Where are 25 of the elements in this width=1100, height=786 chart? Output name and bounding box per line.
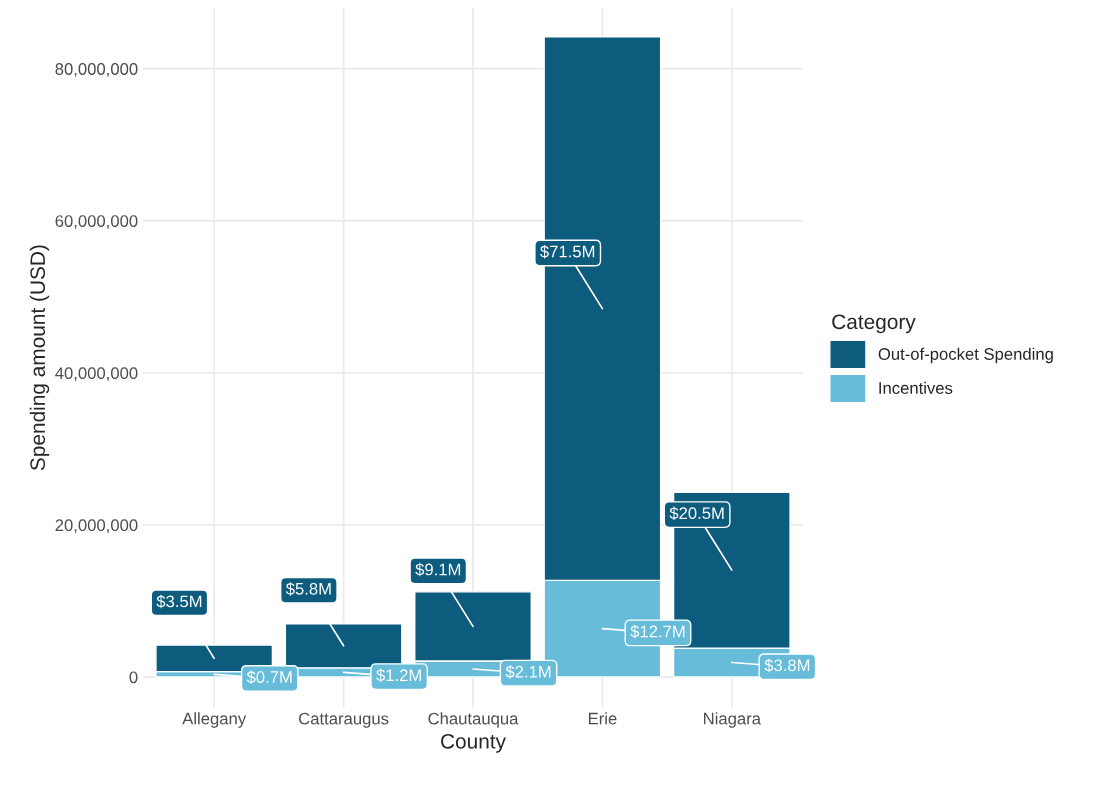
x-tick-label: Chautauqua xyxy=(428,712,519,728)
data-label: $20.5M xyxy=(669,506,724,521)
y-tick-label: 40,000,000 xyxy=(55,367,138,382)
y-tick-label: 80,000,000 xyxy=(55,63,138,77)
data-label: $5.8M xyxy=(285,582,331,596)
x-tick-label: Allegany xyxy=(182,712,247,728)
y-tick-label: 60,000,000 xyxy=(55,215,138,229)
x-axis-title: County xyxy=(441,733,506,753)
legend-title: Category xyxy=(832,314,916,334)
data-label: $2.1M xyxy=(505,665,551,679)
data-label: $3.5M xyxy=(156,594,202,609)
data-label: $0.7M xyxy=(246,670,292,684)
legend-label: Out-of-pocket Spending xyxy=(878,347,1053,364)
data-label: $71.5M xyxy=(540,245,595,259)
x-tick-label: Niagara xyxy=(704,712,762,728)
x-tick-label: Erie xyxy=(588,712,617,725)
data-label: $3.8M xyxy=(764,658,810,673)
y-axis-title: Spending amount (USD) xyxy=(29,245,50,471)
y-tick-label: 0 xyxy=(129,671,138,684)
y-tick-label: 20,000,000 xyxy=(55,519,138,534)
data-label: $1.2M xyxy=(376,668,421,683)
x-tick-label: Cattaraugus xyxy=(299,712,389,728)
data-label: $9.1M xyxy=(415,562,461,577)
legend-label: Incentives xyxy=(879,381,953,394)
data-label: $12.7M xyxy=(630,624,685,639)
